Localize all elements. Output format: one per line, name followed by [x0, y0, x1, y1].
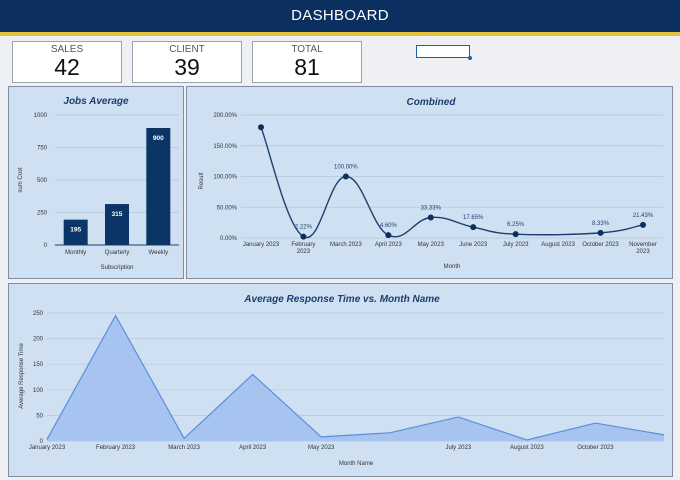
resize-handle-icon[interactable] [468, 56, 472, 60]
panel-jobs-average: Jobs Average 0 250 500 750 1000 sum Cost 195 Mon… [8, 86, 184, 279]
x-tick-label: November [629, 242, 657, 248]
kpi-card-total: TOTAL 81 [252, 41, 362, 83]
dashboard-header: DASHBOARD [0, 0, 680, 36]
y-tick-label: 1000 [34, 113, 48, 119]
data-point [258, 124, 264, 131]
series-line [260, 127, 644, 239]
kpi-value-total: 81 [294, 54, 320, 80]
bar-value-label: 315 [112, 211, 123, 218]
data-label: 4.60% [380, 223, 398, 229]
data-label: 21.43% [633, 213, 654, 219]
data-point [640, 221, 646, 228]
data-point [597, 229, 604, 236]
jobs-average-chart: Jobs Average 0 250 500 750 1000 sum Cost 195 Mon… [18, 96, 179, 271]
y-tick-label: 50.00% [217, 205, 238, 211]
x-tick-label: 2023 [636, 249, 650, 255]
x-tick-label: July 2023 [445, 445, 471, 451]
x-tick-label: January 2023 [243, 242, 280, 248]
x-tick-label: October 2023 [582, 242, 619, 248]
y-axis-label: sum Cost [18, 167, 24, 193]
combined-chart: Combined 0.00% 50.00% 100.00% 150.00% 200.00%… [199, 97, 663, 270]
chart-title: Combined [407, 97, 457, 108]
x-axis-label: Subscription [100, 265, 133, 271]
y-axis-label: Average Response Time [19, 343, 25, 409]
response-time-chart: Average Response Time vs. Month Name 0 50 1… [19, 294, 665, 467]
x-tick-label: February 2023 [96, 445, 136, 451]
y-tick-label: 150 [33, 362, 44, 368]
x-tick-label: March 2023 [168, 445, 200, 451]
kpi-value-sales: 42 [54, 54, 80, 80]
data-label: 8.33% [592, 221, 610, 227]
x-tick-label: June 2023 [459, 242, 488, 248]
y-tick-label: 100 [33, 388, 44, 394]
y-tick-label: 50 [36, 413, 43, 419]
data-label: 100.00% [334, 165, 358, 171]
data-point [385, 232, 392, 239]
y-tick-label: 200.00% [213, 113, 237, 119]
x-tick-label: February [291, 242, 315, 248]
series-area [47, 315, 664, 441]
panel-response-time: Average Response Time vs. Month Name 0 50 1… [8, 283, 673, 477]
x-axis-label: Month [444, 264, 461, 270]
x-tick-label: August 2023 [510, 445, 544, 451]
panel-combined: Combined 0.00% 50.00% 100.00% 150.00% 200.00%… [186, 86, 673, 279]
page-title: DASHBOARD [291, 7, 389, 24]
chart-title: Average Response Time vs. Month Name [243, 294, 440, 305]
kpi-label-sales: SALES [50, 44, 84, 55]
data-point [427, 214, 434, 221]
kpi-card-sales: SALES 42 [12, 41, 122, 83]
data-label: 6.25% [507, 222, 525, 228]
y-tick-label: 500 [37, 178, 48, 184]
x-tick-label: March 2023 [330, 242, 362, 248]
y-tick-label: 750 [37, 146, 48, 152]
y-tick-label: 100.00% [213, 175, 237, 181]
x-tick-label: Quarterly [105, 250, 130, 256]
x-tick-label: Monthly [65, 250, 86, 256]
bar-value-label: 900 [153, 135, 164, 142]
kpi-label-total: TOTAL [291, 44, 323, 55]
x-tick-label: May 2023 [418, 242, 445, 248]
y-tick-label: 150.00% [213, 144, 237, 150]
x-tick-label: July 2023 [503, 242, 529, 248]
data-point [470, 224, 477, 231]
data-label: 2.22% [295, 225, 313, 231]
series-line [46, 314, 665, 441]
y-tick-label: 0 [44, 243, 48, 249]
kpi-label-client: CLIENT [169, 44, 205, 55]
y-tick-label: 0.00% [220, 236, 238, 242]
kpi-value-client: 39 [174, 54, 200, 80]
data-label: 17.65% [463, 215, 484, 221]
y-tick-label: 250 [33, 311, 44, 317]
x-tick-label: Weekly [149, 250, 169, 256]
bar-value-label: 195 [70, 227, 81, 234]
bar-quarterly [105, 204, 129, 245]
x-tick-label: 2023 [297, 249, 311, 255]
data-label: 33.33% [421, 206, 442, 212]
y-tick-label: 250 [37, 211, 48, 217]
y-axis-label: Result [199, 172, 205, 189]
bar-weekly [146, 128, 171, 245]
x-tick-label: August 2023 [541, 242, 575, 248]
y-tick-label: 200 [33, 337, 44, 343]
x-tick-label: May 2023 [308, 445, 335, 451]
x-axis-label: Month Name [339, 461, 374, 467]
x-tick-label: October 2023 [577, 445, 614, 451]
x-tick-label: April 2023 [239, 445, 267, 451]
slicer-widget[interactable] [416, 45, 472, 60]
x-tick-label: April 2023 [375, 242, 403, 248]
y-tick-label: 0 [40, 439, 44, 445]
bar-monthly [63, 219, 88, 245]
x-tick-label: January 2023 [29, 445, 66, 451]
chart-title: Jobs Average [63, 96, 129, 107]
data-point [300, 233, 307, 240]
kpi-card-client: CLIENT 39 [132, 41, 242, 83]
data-point [342, 173, 349, 180]
data-point [512, 231, 519, 238]
